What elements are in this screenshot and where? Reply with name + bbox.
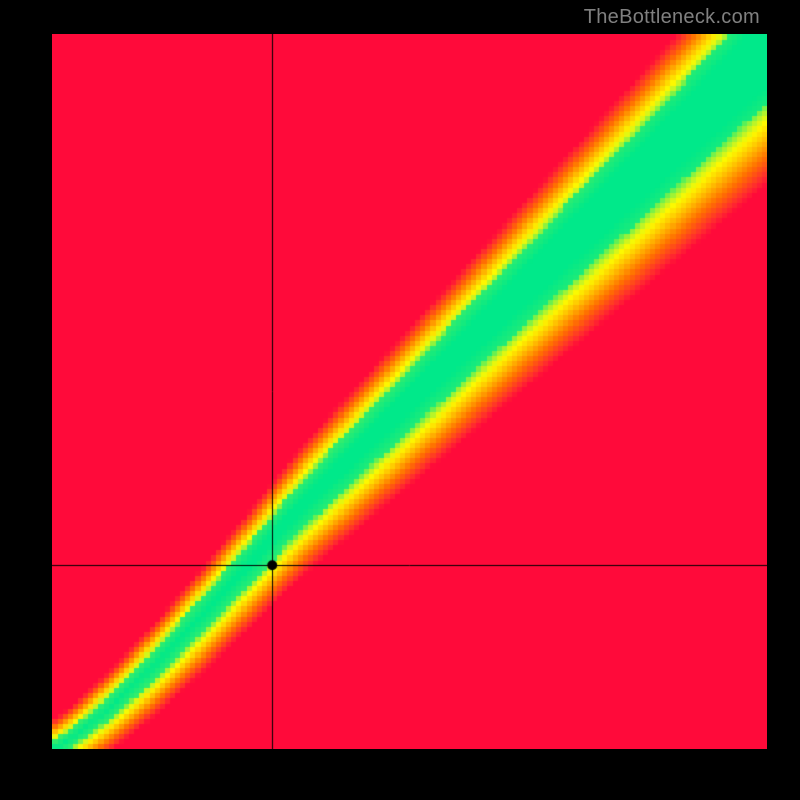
watermark-text: TheBottleneck.com xyxy=(584,6,760,29)
heatmap-canvas xyxy=(52,34,767,749)
chart-container xyxy=(52,34,767,749)
